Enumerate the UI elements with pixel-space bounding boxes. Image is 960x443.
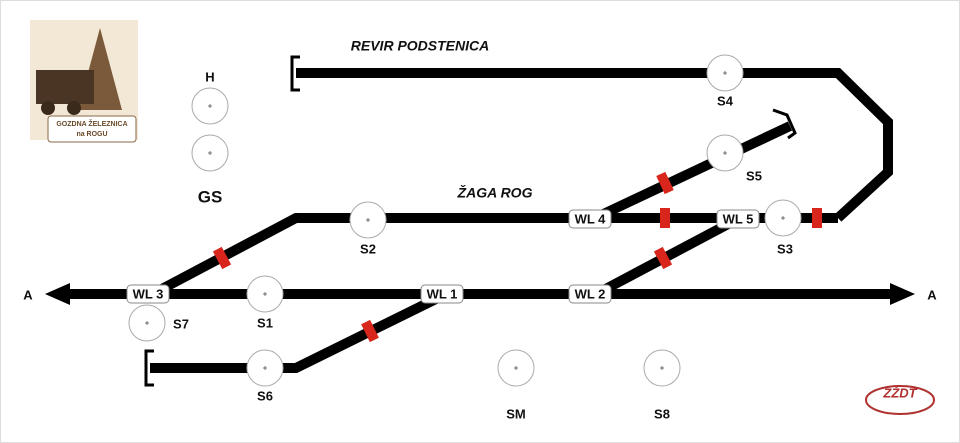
signal-label: S4 [717, 93, 734, 108]
signal-label: S7 [173, 316, 189, 331]
upper-track [296, 68, 893, 222]
section-label: ŽAGA ROG [457, 184, 533, 201]
brand: ZŽDT [882, 385, 917, 400]
signal-label: SM [506, 406, 526, 421]
signal-label: S8 [654, 406, 670, 421]
elements: S1 S2 S3 S4 S5 S6 S7 S8 SM WL 1 WL 2 WL 3 WL 4 WL 5 [126, 54, 802, 421]
section-label: REVIR PODSTENICA [351, 38, 489, 54]
signal-label: S6 [257, 388, 273, 403]
switch-box [126, 284, 170, 304]
red-marker [212, 246, 232, 270]
red-marker [656, 171, 674, 195]
logo-title: GOZDNA ŽELEZNICA [56, 119, 127, 128]
saw-track [157, 213, 838, 295]
arrow-left [45, 283, 70, 305]
arrow-right [890, 283, 915, 305]
logo: GOZDNA ŽELEZNICA na ROGU [30, 20, 138, 143]
signal-label: S5 [746, 168, 762, 183]
logo-subtitle: na ROGU [76, 131, 107, 138]
switch-box [420, 284, 464, 304]
buffer-stop [772, 108, 797, 140]
panel-label: H [205, 69, 214, 84]
switch-label: WL 5 [723, 211, 754, 226]
buffer-stop [290, 55, 300, 92]
markers [212, 171, 822, 343]
switch-box [568, 209, 612, 229]
buffer-stop [144, 349, 154, 387]
red-marker [660, 208, 670, 228]
signal-label: S2 [360, 241, 376, 256]
lower-track [150, 291, 445, 373]
switch-box [568, 284, 612, 304]
signal-label: S3 [777, 241, 793, 256]
end-label: A [927, 287, 937, 302]
signal-label: S1 [257, 315, 273, 330]
end-label: A [23, 287, 33, 302]
switch-label: WL 1 [427, 286, 458, 301]
red-marker [361, 319, 379, 343]
red-marker [653, 246, 673, 270]
brand-logo: ZŽDT [865, 385, 935, 415]
siding-track [592, 121, 793, 223]
switch-label: WL 3 [133, 286, 164, 301]
tracks [45, 55, 915, 387]
red-marker [812, 208, 822, 228]
switch-box [716, 209, 760, 229]
panel-label: GS [198, 187, 223, 206]
switch-label: WL 2 [575, 286, 606, 301]
switch-label: WL 4 [575, 211, 607, 226]
